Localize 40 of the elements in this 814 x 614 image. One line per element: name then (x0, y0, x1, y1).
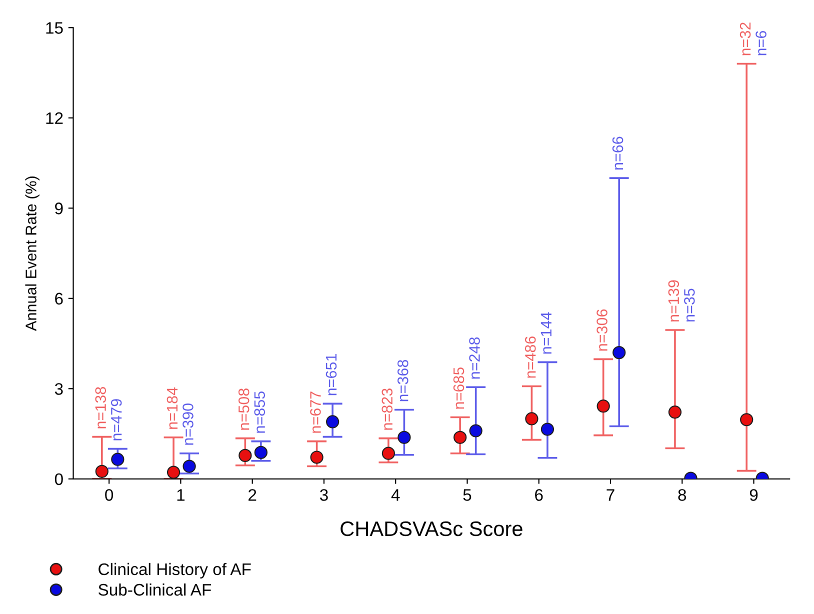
annotation: n=66 (612, 136, 624, 170)
annotation: n=486 (524, 336, 536, 378)
annotation: n=144 (540, 312, 552, 354)
legend-label: Sub-Clinical AF (98, 583, 212, 596)
annotation: n=138 (95, 387, 106, 428)
x-tick-label: 4 (391, 489, 400, 501)
annotation: n=184 (166, 387, 178, 429)
annotation: n=508 (238, 388, 250, 430)
y-tick-label: 9 (55, 202, 63, 214)
y-tick-label: 0 (54, 473, 63, 486)
annotation: n=368 (397, 360, 408, 402)
x-tick-label: 5 (463, 489, 472, 501)
y-tick-label: 3 (54, 383, 63, 395)
x-tick-label: 7 (606, 489, 614, 501)
y-tick-label: 12 (46, 112, 63, 124)
annotation: n=479 (110, 399, 122, 440)
x-axis-title: CHADSVASc Score (340, 521, 522, 536)
x-tick-label: 9 (750, 489, 758, 501)
annotation: n=390 (182, 404, 194, 445)
annotation: n=139 (668, 280, 680, 322)
annotation: n=823 (382, 388, 393, 430)
annotation: n=306 (596, 309, 608, 351)
annotation: n=651 (326, 354, 337, 396)
annotation: n=855 (254, 392, 266, 433)
annotation: n=677 (310, 392, 321, 433)
x-tick-label: 2 (248, 489, 256, 501)
annotation: n=6 (756, 30, 766, 56)
annotation: n=248 (469, 337, 480, 379)
x-tick-label: 0 (105, 489, 114, 501)
annotation: n=35 (684, 288, 695, 322)
y-tick-label: 15 (46, 22, 63, 34)
x-tick-label: 8 (678, 489, 686, 501)
x-tick-label: 1 (177, 489, 185, 501)
annotation: n=685 (453, 367, 464, 409)
y-axis-title: Annual Event Rate (%) (25, 176, 40, 331)
legend-label: Clinical History of AF (98, 562, 251, 578)
annotation: n=32 (740, 22, 751, 56)
x-tick-label: 3 (320, 489, 328, 501)
x-tick-label: 6 (535, 489, 543, 501)
y-tick-label: 6 (55, 292, 63, 305)
